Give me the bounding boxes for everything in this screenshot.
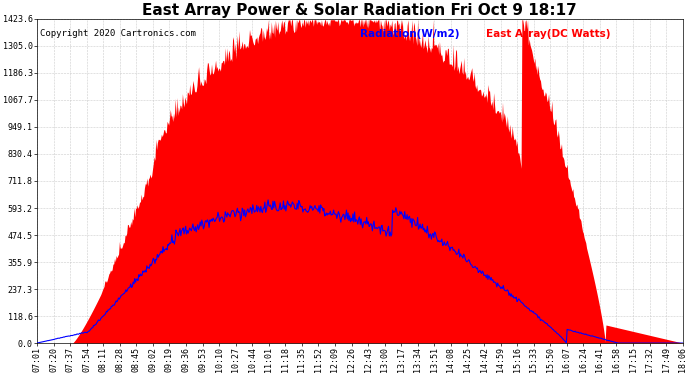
Text: Copyright 2020 Cartronics.com: Copyright 2020 Cartronics.com [40, 28, 196, 38]
Title: East Array Power & Solar Radiation Fri Oct 9 18:17: East Array Power & Solar Radiation Fri O… [142, 3, 578, 18]
Text: Radiation(W/m2): Radiation(W/m2) [359, 28, 460, 39]
Text: East Array(DC Watts): East Array(DC Watts) [486, 28, 610, 39]
